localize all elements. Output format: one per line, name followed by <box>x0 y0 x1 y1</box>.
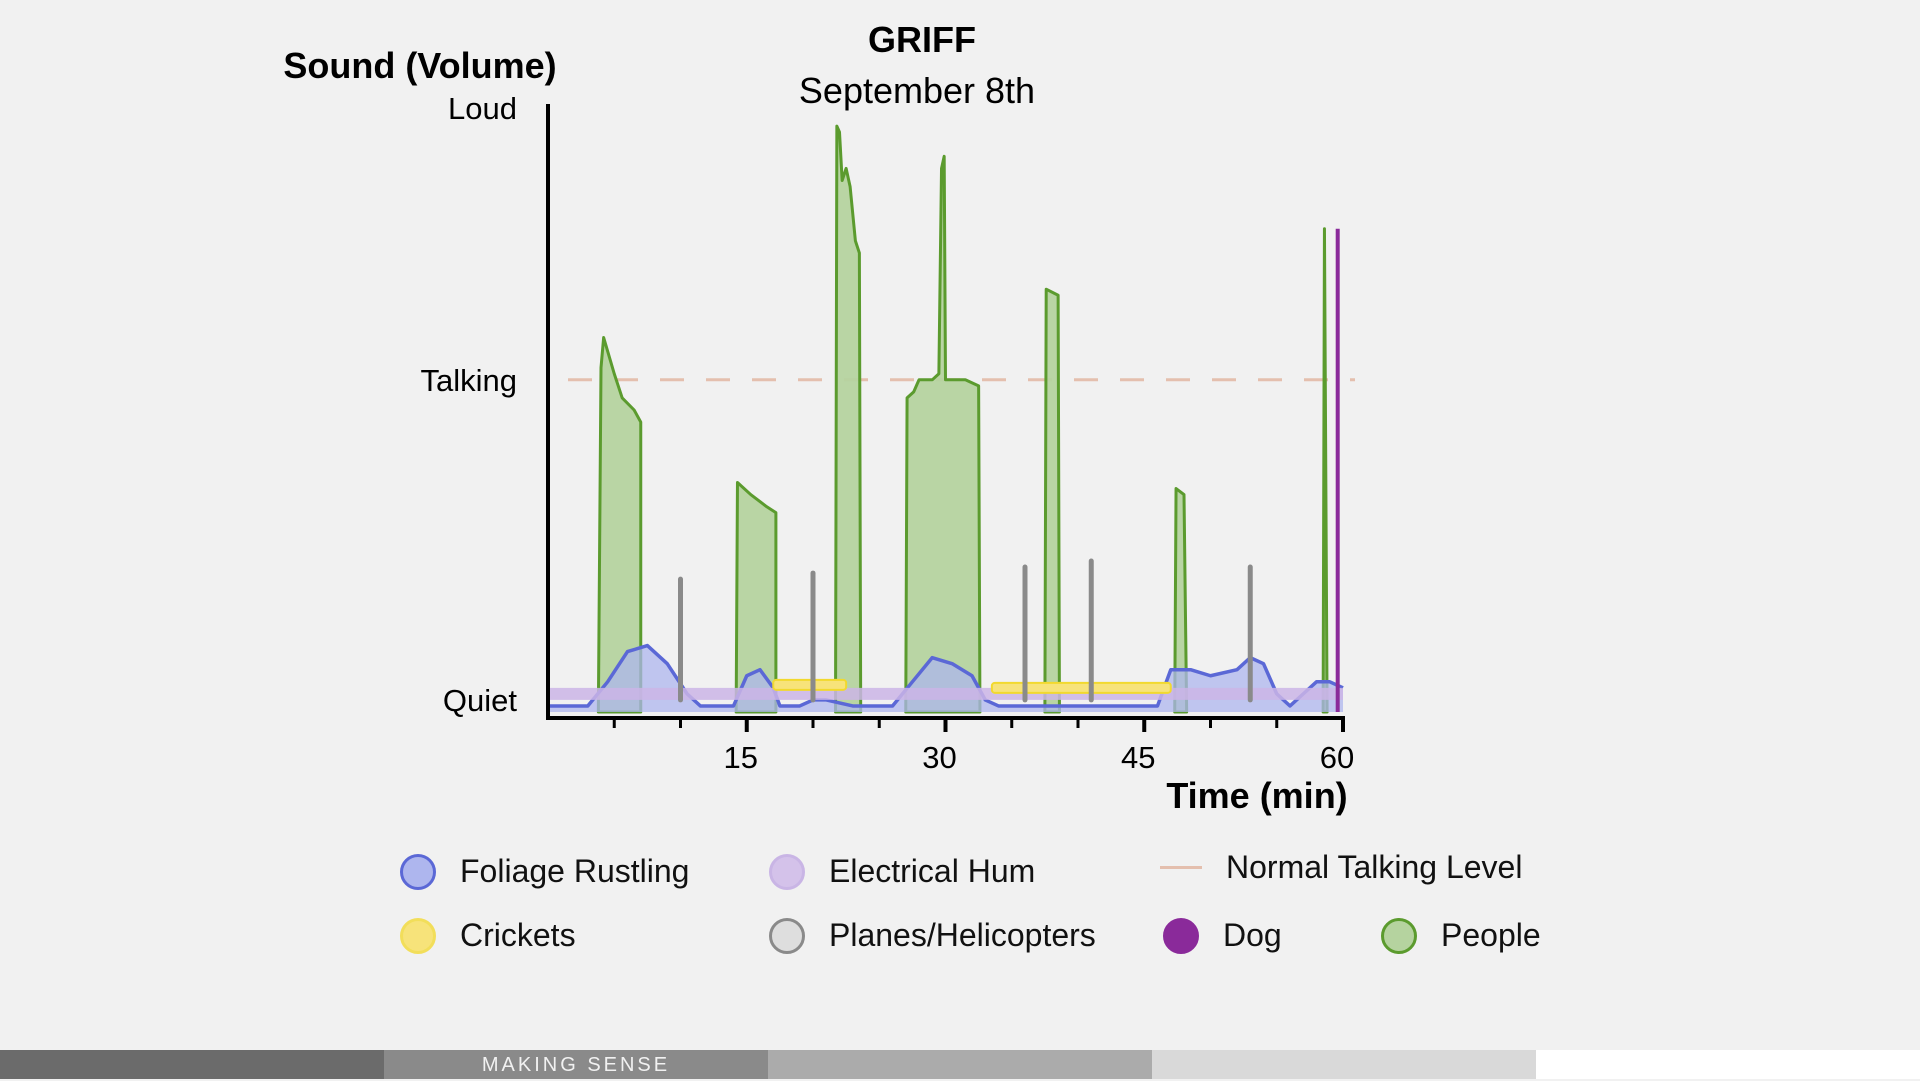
x-tick-labels: 15 30 45 60 <box>724 740 1355 775</box>
chart-subtitle: September 8th <box>799 70 1035 111</box>
y-tick-labels: Quiet Talking Loud <box>421 91 518 718</box>
y-tick-label-quiet: Quiet <box>443 683 517 718</box>
x-tick-label: 15 <box>724 740 758 775</box>
legend-swatch <box>769 917 805 954</box>
people-burst-4 <box>904 154 982 714</box>
legend-item-crickets: Crickets <box>400 917 576 954</box>
people-burst-5 <box>1043 287 1061 714</box>
legend-swatch <box>1160 866 1202 869</box>
people-burst-3 <box>834 124 863 714</box>
footer-segment <box>1152 1050 1536 1079</box>
legend-item-electrical-hum: Electrical Hum <box>769 853 1035 890</box>
legend-label: Foliage Rustling <box>460 853 690 889</box>
legend-item-normal-talking-level: Normal Talking Level <box>1160 849 1522 886</box>
legend-item-dog: Dog <box>1163 917 1282 954</box>
legend-label: Electrical Hum <box>829 853 1036 889</box>
x-tick-label: 45 <box>1121 740 1155 775</box>
footer-brand-label: MAKING SENSE <box>384 1050 768 1079</box>
people-burst-7 <box>1321 227 1329 714</box>
legend-swatch <box>1163 917 1199 954</box>
legend-label: People <box>1441 917 1541 953</box>
crickets-segment-2 <box>990 681 1172 694</box>
people-burst-1 <box>596 336 643 714</box>
legend-label: Normal Talking Level <box>1226 849 1523 885</box>
legend-label: Crickets <box>460 917 576 953</box>
legend-item-planes-helicopters: Planes/Helicopters <box>769 917 1096 954</box>
legend-item-people: People <box>1381 917 1541 954</box>
electrical-hum-band <box>548 687 1343 700</box>
footer-segment <box>0 1050 384 1079</box>
x-axis-title: Time (min) <box>1166 775 1347 816</box>
chart-title: GRIFF <box>868 19 976 60</box>
footer-segment <box>1536 1050 1920 1079</box>
legend-label: Planes/Helicopters <box>829 917 1096 953</box>
x-tick-label: 60 <box>1320 740 1354 775</box>
crickets-segment-1 <box>772 678 848 691</box>
legend-label: Dog <box>1223 917 1282 953</box>
y-tick-label-talking: Talking <box>421 363 518 398</box>
x-tick-label: 30 <box>922 740 956 775</box>
plot-area <box>546 104 1355 732</box>
footer-segment <box>768 1050 1152 1079</box>
footer-bar: MAKING SENSE <box>0 1050 1920 1079</box>
legend-swatch <box>769 853 805 890</box>
legend-item-foliage-rustling: Foliage Rustling <box>400 853 689 890</box>
legend-swatch <box>1381 917 1417 954</box>
y-tick-label-loud: Loud <box>448 91 517 126</box>
legend-swatch <box>400 917 436 954</box>
y-axis-title: Sound (Volume) <box>283 45 556 86</box>
legend-swatch <box>400 853 436 890</box>
